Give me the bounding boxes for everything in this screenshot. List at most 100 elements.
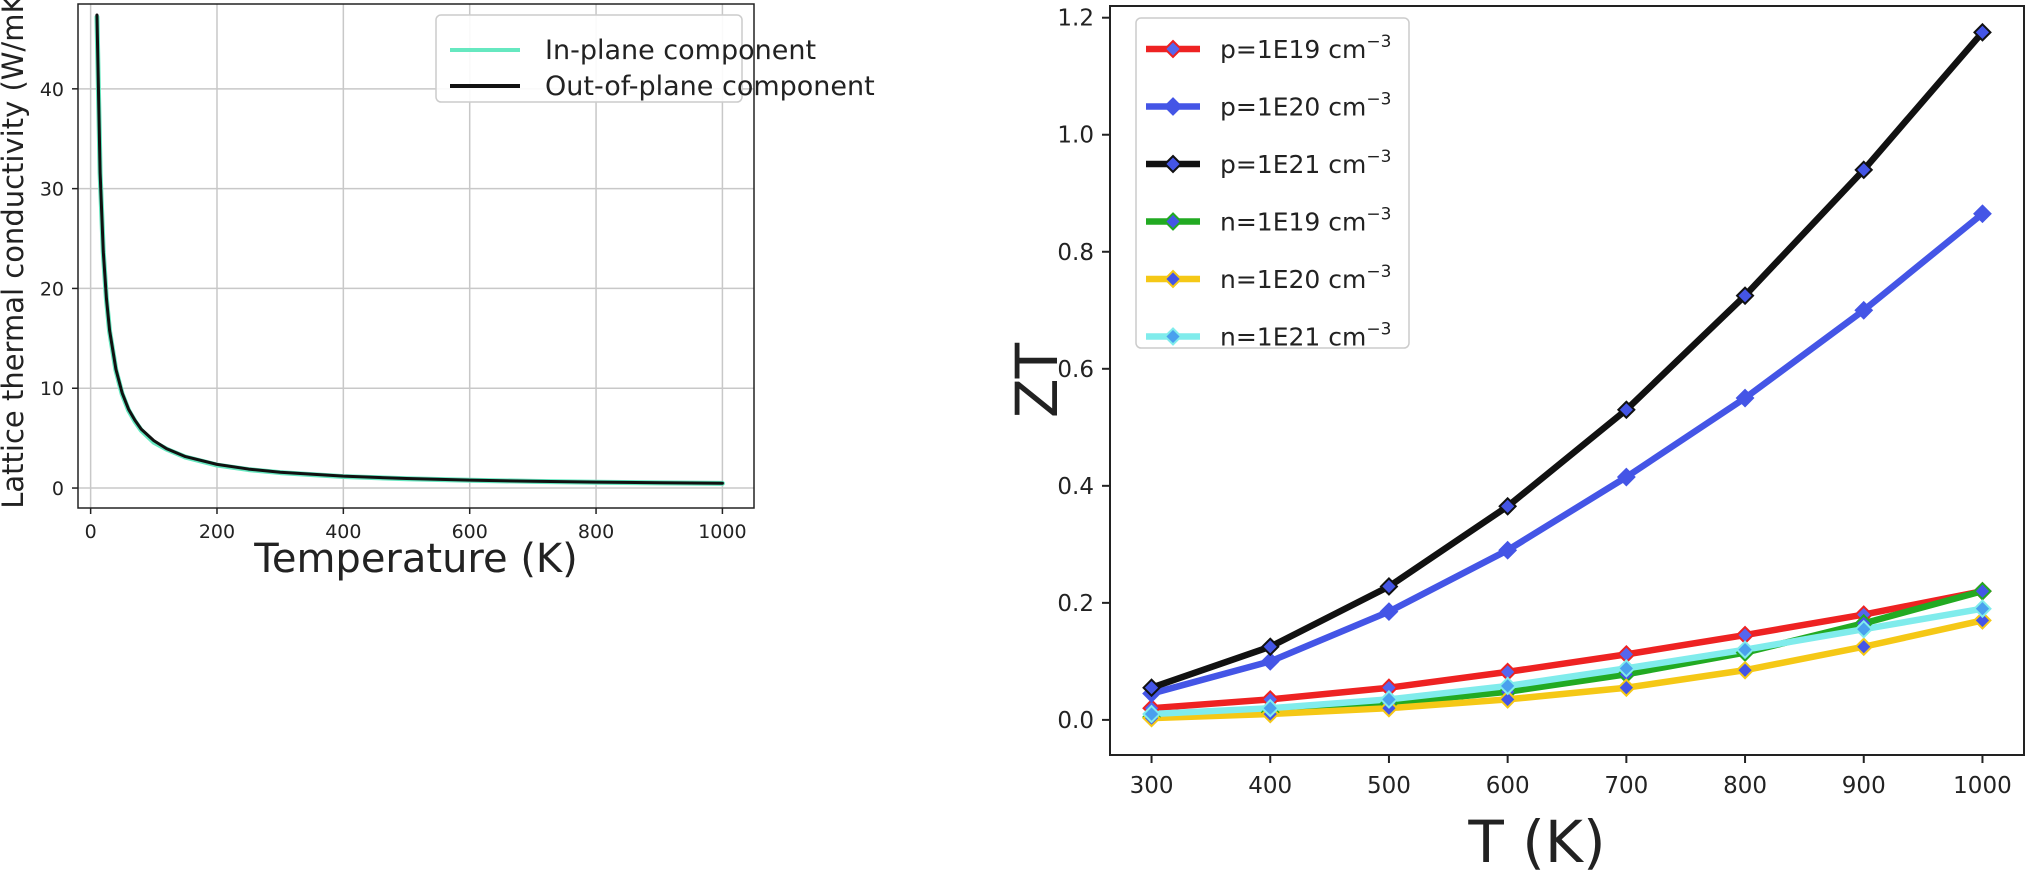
x-tick-label: 600 bbox=[1486, 773, 1530, 799]
legend-entry-superscript: −3 bbox=[1366, 320, 1391, 340]
legend-marker bbox=[1163, 39, 1183, 59]
legend-entry-superscript: −3 bbox=[1366, 205, 1391, 225]
legend-entry-base: p=1E19 cm bbox=[1220, 35, 1366, 64]
plot-frame bbox=[1109, 5, 2025, 756]
x-tick-label: 400 bbox=[1248, 773, 1292, 799]
x-tick-label: 400 bbox=[325, 521, 361, 543]
x-tick-label: 500 bbox=[1367, 773, 1411, 799]
series-line bbox=[1148, 29, 1986, 691]
legend-entry-superscript: −3 bbox=[1366, 90, 1391, 110]
x-axis-label: Temperature (K) bbox=[253, 536, 578, 582]
data-point-marker bbox=[1498, 540, 1518, 560]
legend-entry: n=1E19 cm−3 bbox=[1220, 205, 1391, 237]
legend-entry-superscript: −3 bbox=[1366, 262, 1391, 282]
legend-entry-base: n=1E21 cm bbox=[1220, 323, 1366, 352]
data-point-marker bbox=[1973, 581, 1992, 601]
data-point-marker bbox=[1854, 300, 1874, 320]
data-point-marker bbox=[1379, 689, 1399, 709]
series-line bbox=[1148, 587, 1986, 712]
data-point-marker bbox=[1142, 678, 1161, 698]
data-point-marker bbox=[1854, 619, 1874, 639]
data-point-marker bbox=[1260, 651, 1280, 671]
x-tick-label: 300 bbox=[1130, 773, 1174, 799]
legend-entry: p=1E20 cm−3 bbox=[1220, 90, 1391, 122]
legend-entry-base: p=1E20 cm bbox=[1220, 93, 1366, 122]
x-tick-label: 700 bbox=[1604, 773, 1648, 799]
x-tick-label: 600 bbox=[452, 521, 488, 543]
y-axis-label: Lattice thermal conductivity (W/mK) bbox=[0, 0, 30, 509]
legend-entry: n=1E21 cm−3 bbox=[1220, 320, 1391, 352]
x-tick-label: 1000 bbox=[1953, 773, 2012, 799]
y-tick-label: 0 bbox=[52, 478, 64, 500]
legend-entry-base: n=1E20 cm bbox=[1220, 265, 1366, 294]
x-tick-label: 0 bbox=[85, 521, 97, 543]
y-tick-label: 30 bbox=[40, 179, 64, 201]
data-point-marker bbox=[1973, 204, 1992, 224]
legend-entry-superscript: −3 bbox=[1366, 32, 1391, 52]
x-tick-label: 800 bbox=[578, 521, 614, 543]
y-tick-label: 0.8 bbox=[1057, 240, 1094, 266]
data-point-marker bbox=[1616, 467, 1636, 487]
series-line bbox=[1148, 210, 1986, 697]
chart-left: 0 200 400 600 800 1000 0 10 20 30 40 Temperature (K… bbox=[0, 0, 875, 582]
x-tick-label: 1000 bbox=[698, 521, 746, 543]
chart-right: 300 400 500 600 700 800 900 1000 0.0 0.2 0.4 0.6 0.8… bbox=[1003, 5, 2025, 870]
y-tick-label: 0.0 bbox=[1057, 708, 1094, 734]
legend-marker bbox=[1163, 97, 1183, 116]
x-tick-label: 900 bbox=[1842, 773, 1886, 799]
data-point-marker bbox=[1260, 698, 1280, 718]
x-tick-label: 200 bbox=[199, 521, 235, 543]
legend: In-plane component Out-of-plane component bbox=[435, 14, 875, 103]
y-tick-label: 0.2 bbox=[1057, 591, 1094, 617]
legend-entry: In-plane component bbox=[545, 35, 816, 66]
legend-entry-base: p=1E21 cm bbox=[1220, 150, 1366, 179]
data-point-marker bbox=[1379, 577, 1399, 596]
data-point-marker bbox=[1616, 678, 1636, 698]
legend-entry: p=1E21 cm−3 bbox=[1220, 147, 1391, 179]
y-tick-label: 10 bbox=[40, 378, 64, 400]
data-point-marker bbox=[1973, 22, 1992, 42]
data-point-marker bbox=[1735, 388, 1755, 408]
y-tick-label: 40 bbox=[40, 79, 64, 101]
y-tick-label: 1.2 bbox=[1057, 6, 1094, 32]
legend-box bbox=[435, 14, 743, 103]
plot-frame bbox=[77, 3, 755, 509]
data-point-marker bbox=[1142, 704, 1161, 724]
y-tick-label: 1.0 bbox=[1057, 123, 1094, 149]
legend-box bbox=[1135, 17, 1410, 349]
data-point-marker bbox=[1498, 496, 1518, 516]
series-line bbox=[1148, 605, 1986, 718]
y-tick-label: 0.4 bbox=[1057, 474, 1094, 500]
data-point-marker bbox=[1854, 637, 1874, 657]
legend-entry-base: n=1E19 cm bbox=[1220, 208, 1366, 237]
legend-entry: p=1E19 cm−3 bbox=[1220, 32, 1391, 64]
legend-marker bbox=[1163, 269, 1183, 289]
y-tick-label: 20 bbox=[40, 278, 64, 300]
data-point-marker bbox=[1616, 400, 1636, 420]
data-point-marker bbox=[1735, 660, 1755, 680]
data-point-marker bbox=[1498, 689, 1518, 709]
legend-marker bbox=[1163, 212, 1183, 231]
data-point-marker bbox=[1379, 602, 1399, 622]
data-point-marker bbox=[1260, 637, 1280, 657]
series-line bbox=[1148, 617, 1986, 722]
data-point-marker bbox=[1616, 658, 1636, 678]
legend-marker bbox=[1163, 327, 1183, 346]
data-point-marker bbox=[1498, 676, 1518, 696]
data-point-marker bbox=[1735, 286, 1755, 306]
legend-entry: n=1E20 cm−3 bbox=[1220, 262, 1391, 294]
legend-entry-superscript: −3 bbox=[1366, 147, 1391, 167]
data-point-marker bbox=[1973, 599, 1992, 619]
y-tick-label: 0.6 bbox=[1057, 357, 1094, 383]
legend-marker bbox=[1163, 154, 1183, 174]
legend: p=1E19 cm−3p=1E20 cm−3p=1E21 cm−3n=1E19 … bbox=[1135, 17, 1410, 352]
series-line-out-of-plane bbox=[95, 13, 724, 485]
data-point-marker bbox=[1735, 640, 1755, 660]
data-point-marker bbox=[1854, 160, 1874, 180]
x-axis-label: T (K) bbox=[1467, 808, 1605, 870]
legend-entry: Out-of-plane component bbox=[545, 71, 875, 102]
data-point-marker bbox=[1973, 610, 1992, 630]
x-tick-label: 800 bbox=[1723, 773, 1767, 799]
y-axis-label: ZT bbox=[1003, 342, 1071, 418]
